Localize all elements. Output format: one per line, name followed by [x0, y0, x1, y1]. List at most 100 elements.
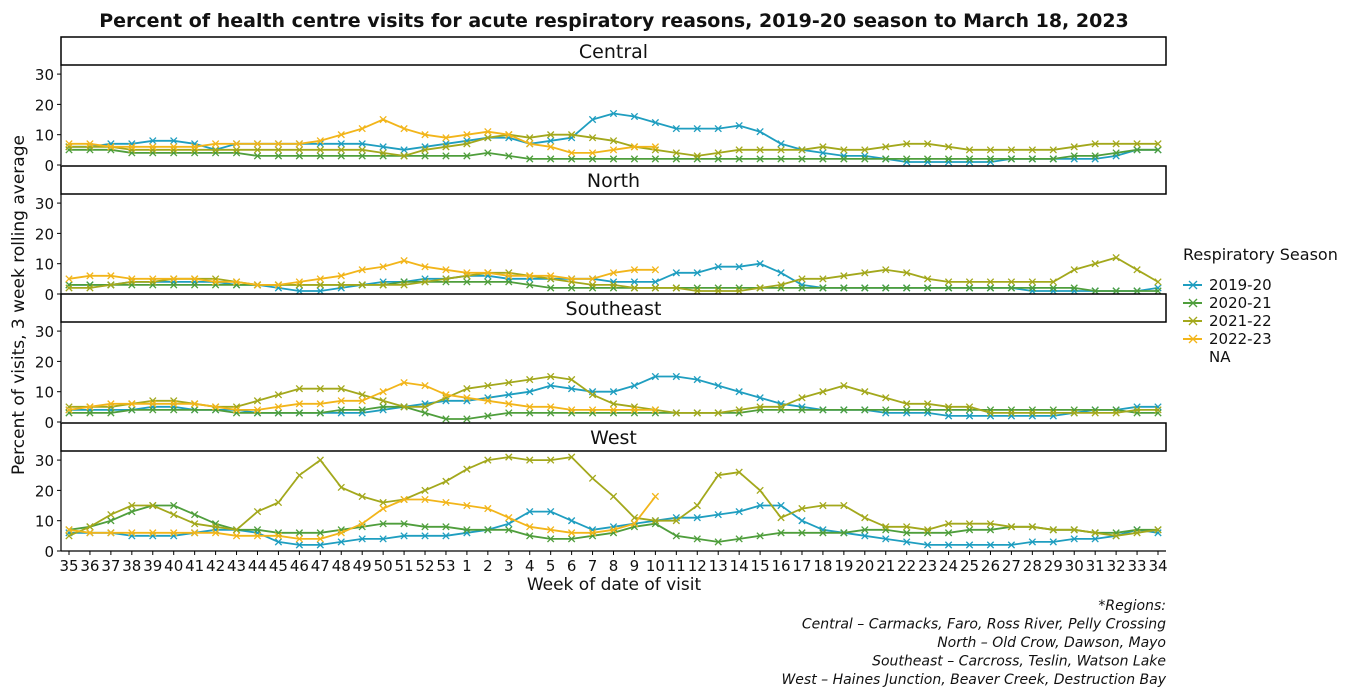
point-central-2019-20-34 [777, 140, 785, 148]
point-mark-b [651, 406, 660, 414]
point-mark-b [128, 501, 136, 510]
point-mark-b [211, 529, 220, 537]
point-mark-b [358, 152, 366, 160]
point-mark-b [547, 143, 555, 151]
point-mark-b [484, 397, 492, 405]
point-west-2021-22-35 [798, 504, 806, 513]
point-north-2020-21-50 [1112, 287, 1120, 295]
point-mark-b [526, 134, 534, 142]
point-mark-b [882, 143, 890, 151]
point-mark-b [1070, 284, 1078, 292]
point-north-2021-22-48 [1070, 266, 1078, 274]
point-mark-b [421, 381, 429, 390]
point-west-2021-22-8 [232, 526, 241, 534]
point-north-2020-21-22 [526, 281, 534, 289]
point-southeast-2021-22-16 [400, 403, 408, 411]
point-north-2019-20-10 [274, 284, 283, 292]
point-mark-b [861, 406, 869, 414]
point-mark-b [735, 121, 743, 130]
point-mark-b [107, 400, 115, 408]
point-west-2019-20-39 [882, 535, 890, 543]
point-central-2021-22-31 [714, 149, 722, 157]
point-mark-b [672, 284, 680, 292]
point-mark-b [756, 501, 764, 510]
point-mark-b [567, 149, 576, 157]
point-west-2019-20-17 [421, 532, 429, 540]
point-mark-b [1154, 403, 1162, 411]
point-west-2020-21-15 [379, 520, 387, 528]
point-mark-b [253, 406, 262, 414]
point-mark-b [735, 535, 743, 543]
point-southeast-2022-23-10 [274, 403, 283, 411]
point-west-2022-23-4 [149, 529, 157, 537]
point-mark-b [567, 385, 576, 393]
point-west-2019-20-31 [714, 510, 722, 519]
point-mark-b [630, 520, 639, 528]
point-central-2020-21-7 [211, 149, 220, 157]
point-southeast-2020-21-36 [819, 406, 827, 414]
point-mark-b [944, 284, 953, 292]
point-mark-b [337, 397, 345, 405]
point-mark-b [840, 155, 848, 163]
point-west-2021-22-44 [986, 520, 995, 528]
point-mark-b [526, 388, 534, 396]
point-mark-b [149, 403, 157, 411]
point-north-2021-22-31 [714, 287, 722, 295]
point-central-2022-23-24 [567, 149, 576, 157]
point-southeast-2021-22-23 [547, 372, 555, 381]
point-central-2021-22-23 [547, 131, 555, 139]
point-north-2020-21-20 [484, 278, 492, 286]
point-mark-b [567, 278, 576, 286]
point-west-2020-21-31 [714, 538, 722, 546]
point-mark-b [840, 272, 848, 280]
x-tick-label-39: 21 [876, 557, 895, 575]
point-mark-b [484, 278, 492, 286]
point-mark-b [1154, 409, 1162, 417]
point-mark-b [1049, 538, 1057, 546]
point-southeast-2022-23-3 [128, 400, 136, 408]
point-mark-b [1049, 155, 1057, 163]
point-mark-b [1112, 409, 1120, 417]
x-tick-label-13: 48 [332, 557, 351, 575]
point-north-2019-20-28 [651, 278, 660, 286]
point-mark-b [672, 517, 680, 525]
point-north-2020-21-37 [840, 284, 848, 292]
point-west-2020-21-37 [840, 529, 848, 537]
point-mark-b [107, 529, 115, 537]
point-mark-b [1091, 152, 1099, 160]
point-north-2021-22-49 [1091, 260, 1099, 268]
point-mark-b [1154, 278, 1162, 286]
point-north-2019-20-12 [316, 287, 324, 295]
point-mark-b [190, 146, 199, 154]
point-north-2021-22-37 [840, 272, 848, 280]
point-mark-b [232, 278, 241, 286]
point-mark-b [170, 403, 178, 411]
point-west-2021-22-24 [567, 453, 576, 461]
point-mark-b [693, 124, 701, 133]
point-southeast-2020-21-41 [923, 406, 932, 414]
point-west-2020-21-12 [316, 529, 324, 537]
point-mark-b [1028, 538, 1037, 546]
point-mark-b [421, 275, 429, 283]
point-mark-b [295, 281, 304, 289]
point-north-2021-22-36 [819, 275, 827, 283]
point-west-2020-21-29 [672, 532, 680, 540]
point-mark-b [903, 140, 911, 148]
point-mark-b [798, 517, 806, 525]
point-west-2020-21-11 [295, 529, 304, 537]
point-mark-b [798, 529, 806, 537]
point-mark-b [337, 529, 345, 537]
point-mark-b [316, 140, 324, 148]
panels-layer: Central 0 10 20 30 North 0 10 20 30 Southeast 0 10 20… [35, 36, 1167, 561]
point-west-2019-20-4 [149, 532, 157, 540]
point-north-2020-21-49 [1091, 287, 1099, 295]
regions-note-line-3: Southeast – Carcross, Teslin, Watson Lak… [872, 654, 1166, 670]
point-north-2022-23-28 [651, 266, 660, 274]
point-central-2021-22-46 [1028, 146, 1037, 154]
point-mark-b [630, 155, 639, 163]
point-west-2019-20-42 [944, 541, 953, 549]
point-mark-b [170, 532, 178, 540]
point-central-2021-22-29 [672, 149, 680, 157]
point-mark-b [547, 507, 555, 516]
series-line-central-2022-23 [69, 118, 656, 154]
